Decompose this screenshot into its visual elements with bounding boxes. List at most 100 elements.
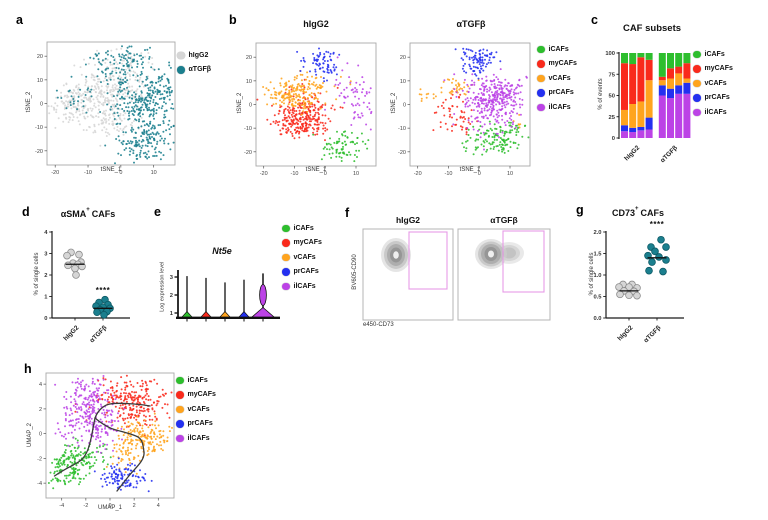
legend-dot-icon xyxy=(282,282,290,290)
panel-b-title-atgfb: αTGFβ xyxy=(456,19,486,29)
svg-text:0: 0 xyxy=(40,102,43,108)
svg-text:-10: -10 xyxy=(84,170,92,176)
panel-f-flow-cytometry-plots xyxy=(362,228,551,321)
legend-item-αTGFβ: αTGFβ xyxy=(177,63,211,78)
svg-text:0: 0 xyxy=(324,171,327,177)
svg-text:-2: -2 xyxy=(83,503,88,509)
panel-b-letter: b xyxy=(229,13,237,27)
legend-item-myCAFs: myCAFs xyxy=(282,236,322,251)
svg-text:0.0: 0.0 xyxy=(593,316,601,322)
svg-text:2: 2 xyxy=(44,273,47,279)
legend-item-vCAFs: vCAFs xyxy=(537,71,577,86)
legend-dot-icon xyxy=(537,60,545,68)
legend-label: prCAFs xyxy=(548,89,574,97)
legend-label: iCAFs xyxy=(187,376,208,384)
legend-dot-icon xyxy=(282,224,290,232)
panel-a-xlabel: tSNE_1 xyxy=(100,167,122,173)
legend-label: ilCAFs xyxy=(293,282,316,290)
panel-d-title-rest: CAFs xyxy=(91,209,116,219)
panel-g-significance: **** xyxy=(649,220,665,229)
legend-dot-icon xyxy=(537,74,545,82)
legend-label: myCAFs xyxy=(293,239,322,247)
svg-text:4: 4 xyxy=(157,503,160,509)
svg-text:3: 3 xyxy=(44,252,48,258)
svg-text:0: 0 xyxy=(612,136,615,142)
panel-c-title: CAF subsets xyxy=(622,23,682,34)
legend-dot-icon xyxy=(537,45,545,53)
legend-label: iCAFs xyxy=(548,45,569,53)
svg-text:2.0: 2.0 xyxy=(593,230,601,236)
panel-g-title-rest: CAFs xyxy=(640,208,665,218)
panel-c-letter: c xyxy=(591,13,598,27)
legend-item-hIgG2: hIgG2 xyxy=(177,48,211,63)
svg-text:-4: -4 xyxy=(37,481,42,487)
svg-text:-10: -10 xyxy=(398,126,406,132)
svg-text:10: 10 xyxy=(246,79,252,85)
svg-text:1.5: 1.5 xyxy=(593,252,602,258)
legend-label: vCAFs xyxy=(704,79,727,87)
legend-label: ilCAFs xyxy=(704,108,727,116)
svg-text:10: 10 xyxy=(400,79,406,85)
panel-b-tsne-plot-higg2: -20 -10 0 10 -20 -10 0 10 20 xyxy=(244,42,377,177)
svg-text:-4: -4 xyxy=(59,503,64,509)
legend-label: myCAFs xyxy=(548,60,577,68)
svg-text:0.5: 0.5 xyxy=(593,295,602,301)
legend-label: ilCAFs xyxy=(548,103,571,111)
svg-text:20: 20 xyxy=(400,55,406,61)
svg-text:2: 2 xyxy=(170,293,173,299)
svg-text:-20: -20 xyxy=(398,150,406,156)
svg-text:hIgG2: hIgG2 xyxy=(62,324,80,342)
legend-item-prCAFs: prCAFs xyxy=(282,265,322,280)
svg-text:75: 75 xyxy=(609,72,616,78)
svg-text:-20: -20 xyxy=(51,170,59,176)
legend-item-ilCAFs: ilCAFs xyxy=(537,100,577,115)
panel-g-title: CD73+ CAFs xyxy=(596,206,680,219)
svg-text:1.0: 1.0 xyxy=(593,273,601,279)
svg-text:0: 0 xyxy=(403,103,406,109)
legend-label: myCAFs xyxy=(187,391,216,399)
legend-label: vCAFs xyxy=(293,253,316,261)
svg-text:4: 4 xyxy=(39,382,42,388)
svg-text:-2: -2 xyxy=(37,456,42,462)
svg-text:-10: -10 xyxy=(444,171,452,177)
svg-text:αTGFβ: αTGFβ xyxy=(89,324,109,344)
svg-text:0: 0 xyxy=(39,432,42,438)
panel-d-title-main: αSMA xyxy=(60,209,87,219)
svg-text:2: 2 xyxy=(39,407,42,413)
panel-h-umap-plot: -4 -2 0 2 4 -4 -2 0 2 4 xyxy=(37,372,175,509)
svg-text:10: 10 xyxy=(37,78,43,84)
svg-text:0: 0 xyxy=(108,503,111,509)
legend-label: iCAFs xyxy=(293,224,314,232)
svg-text:1: 1 xyxy=(44,295,48,301)
svg-text:-20: -20 xyxy=(414,171,422,177)
svg-text:αTGFβ: αTGFβ xyxy=(643,324,663,344)
svg-text:20: 20 xyxy=(246,55,252,61)
svg-text:10: 10 xyxy=(507,171,513,177)
panel-e-letter: e xyxy=(154,205,161,219)
legend-item-ilCAFs: ilCAFs xyxy=(176,431,216,446)
legend-item-prCAFs: prCAFs xyxy=(693,91,733,106)
legend-item-myCAFs: myCAFs xyxy=(537,57,577,72)
legend-label: vCAFs xyxy=(548,74,571,82)
legend-label: vCAFs xyxy=(187,405,210,413)
legend-caf-subsets-e: iCAFs myCAFs vCAFs prCAFs ilCAFs xyxy=(282,221,322,294)
panel-g-letter: g xyxy=(576,203,584,217)
legend-item-prCAFs: prCAFs xyxy=(537,86,577,101)
legend-label: prCAFs xyxy=(704,94,730,102)
svg-text:-10: -10 xyxy=(244,126,252,132)
panel-a-letter: a xyxy=(16,13,23,27)
panel-e-title: Nt5e xyxy=(212,246,232,256)
panel-b-tsne-plot-atgfb: -20 -10 0 10 -20 -10 0 10 20 xyxy=(398,42,531,177)
svg-text:10: 10 xyxy=(151,170,157,176)
legend-item-vCAFs: vCAFs xyxy=(176,402,216,417)
panel-c-stacked-bar-chart: 0 25 50 75 100 hIgG2 αTGFβ xyxy=(605,51,691,164)
legend-dot-icon xyxy=(282,253,290,261)
svg-text:3: 3 xyxy=(170,275,174,281)
panel-f-letter: f xyxy=(345,206,350,220)
svg-text:4: 4 xyxy=(44,230,48,236)
panel-d-significance: **** xyxy=(95,286,111,295)
legend-caf-subsets-b: iCAFs myCAFs vCAFs prCAFs ilCAFs xyxy=(537,42,577,115)
svg-text:20: 20 xyxy=(37,54,43,60)
legend-dot-icon xyxy=(693,50,701,58)
